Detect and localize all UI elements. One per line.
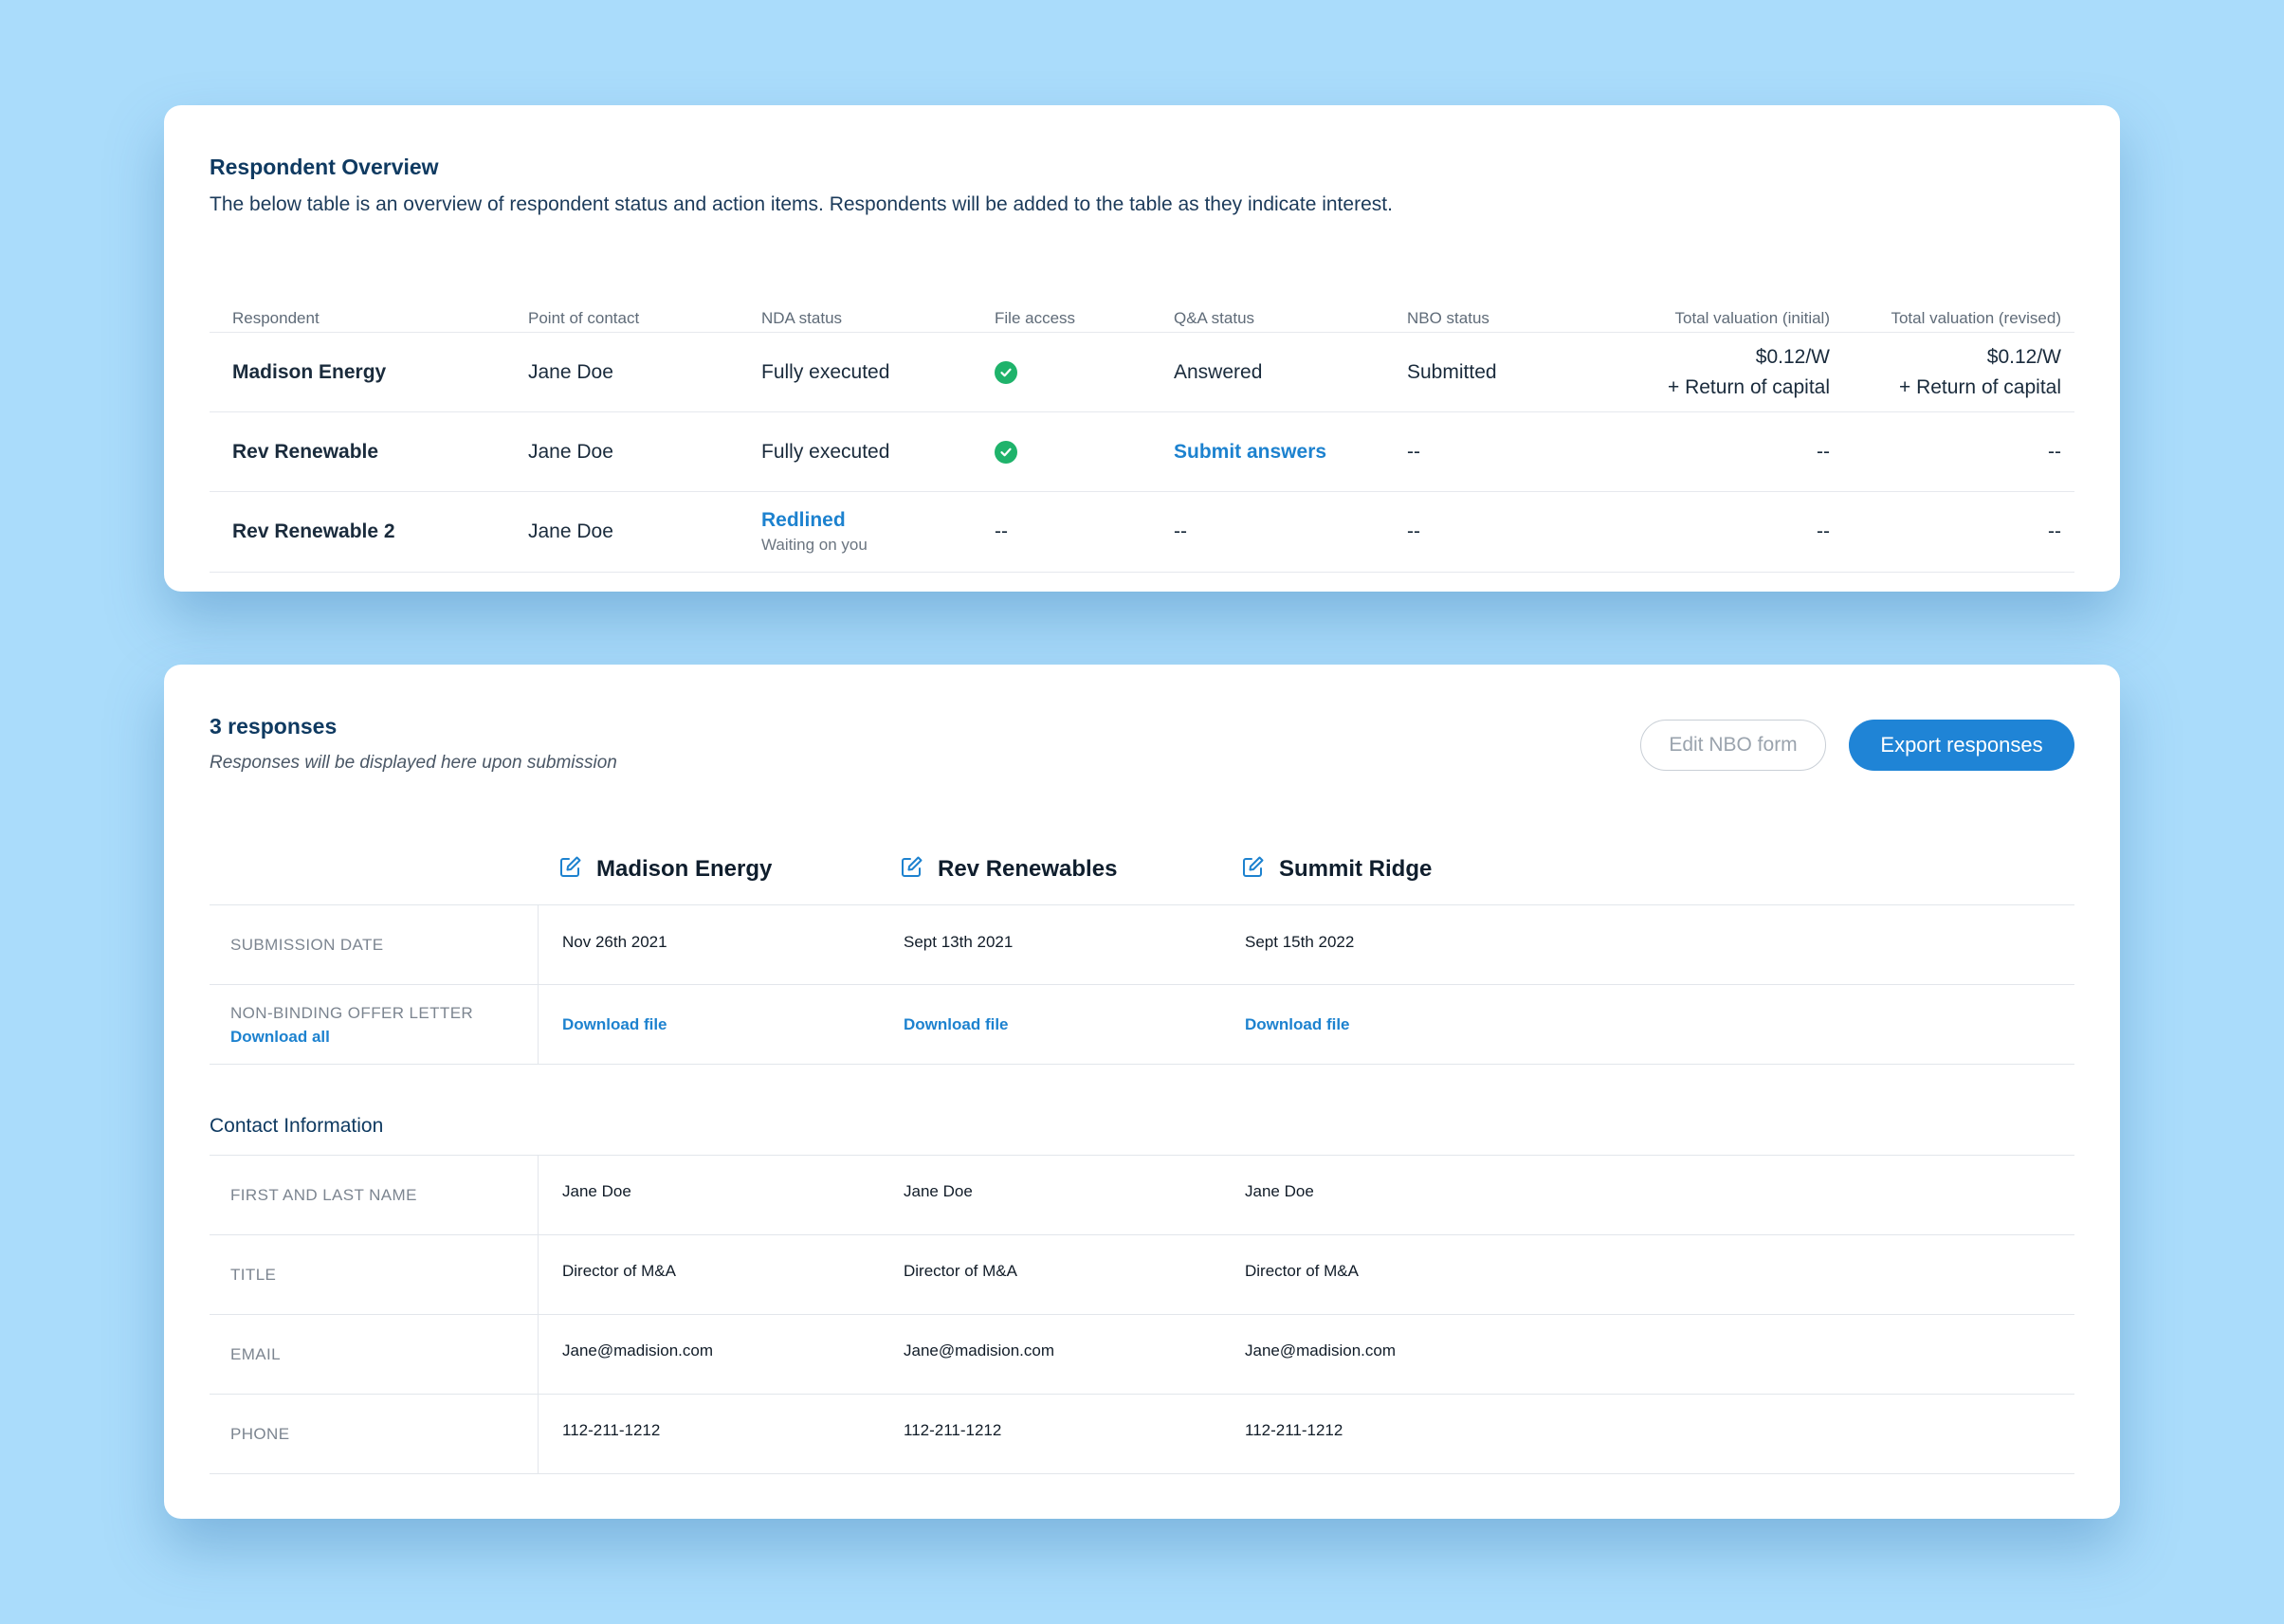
divider [210, 1473, 2074, 1474]
table-row[interactable]: Madison Energy Jane Doe Fully executed A… [210, 332, 2074, 412]
point-of-contact: Jane Doe [528, 441, 613, 463]
column-header-nda: NDA status [761, 309, 843, 327]
contact-name: Jane Doe [1245, 1182, 1314, 1200]
download-file-link[interactable]: Download file [1245, 1015, 1350, 1033]
respondent-name: Madison Energy [232, 361, 387, 383]
column-header-contact: Point of contact [528, 309, 640, 327]
export-responses-button[interactable]: Export responses [1849, 720, 2074, 771]
column-header-valuation-initial: Total valuation (initial) [1674, 309, 1830, 327]
divider [210, 1234, 2074, 1235]
file-access: -- [995, 520, 1008, 542]
divider [538, 904, 539, 1064]
contact-phone: 112-211-1212 [562, 1421, 661, 1439]
submission-date: Sept 13th 2021 [904, 933, 1014, 951]
valuation-revised: $0.12/W + Return of capital [1899, 333, 2061, 412]
submission-date-label: SUBMISSION DATE [230, 936, 384, 954]
divider [210, 984, 2074, 985]
responses-title: 3 responses [210, 714, 338, 739]
company-header-madison[interactable]: Madison Energy [558, 850, 772, 888]
column-header-nbo: NBO status [1407, 309, 1489, 327]
submit-answers-link[interactable]: Submit answers [1174, 441, 1327, 463]
contact-email: Jane@madision.com [562, 1341, 713, 1359]
column-header-file-access: File access [995, 309, 1076, 327]
table-row[interactable]: Rev Renewable 2 Jane Doe Redlined Waitin… [210, 491, 2074, 573]
email-label: EMAIL [230, 1345, 282, 1363]
nda-substatus: Waiting on you [761, 536, 868, 554]
nda-status: Fully executed [761, 441, 890, 463]
point-of-contact: Jane Doe [528, 520, 613, 542]
contact-title: Director of M&A [562, 1262, 676, 1280]
nbo-status: -- [1407, 441, 1420, 463]
company-name: Madison Energy [596, 856, 773, 882]
download-all-link[interactable]: Download all [230, 1028, 330, 1046]
column-header-respondent: Respondent [232, 309, 320, 327]
title-label: TITLE [230, 1266, 277, 1284]
responses-subtitle: Responses will be displayed here upon su… [210, 753, 617, 773]
valuation-revised: -- [2048, 520, 2061, 542]
contact-title: Director of M&A [904, 1262, 1017, 1280]
name-label: FIRST AND LAST NAME [230, 1186, 417, 1204]
valuation-initial: $0.12/W + Return of capital [1668, 333, 1830, 412]
contact-email: Jane@madision.com [904, 1341, 1054, 1359]
edit-icon[interactable] [1241, 854, 1279, 885]
company-name: Rev Renewables [938, 856, 1118, 882]
nbo-status: Submitted [1407, 361, 1497, 383]
valuation-amount: $0.12/W [1755, 346, 1830, 368]
column-header-valuation-revised: Total valuation (revised) [1891, 309, 2061, 327]
overview-description: The below table is an overview of respon… [210, 193, 1393, 215]
contact-information-heading: Contact Information [210, 1115, 384, 1137]
overview-title: Respondent Overview [210, 155, 439, 179]
divider [210, 1394, 2074, 1395]
valuation-note: + Return of capital [1667, 376, 1830, 398]
offer-letter-label: NON-BINDING OFFER LETTER [230, 1004, 474, 1022]
contact-name: Jane Doe [562, 1182, 631, 1200]
edit-nbo-form-button[interactable]: Edit NBO form [1640, 720, 1826, 771]
contact-email: Jane@madision.com [1245, 1341, 1396, 1359]
divider [210, 1314, 2074, 1315]
responses-card: 3 responses Responses will be displayed … [164, 665, 2120, 1519]
phone-label: PHONE [230, 1425, 290, 1443]
respondent-overview-card: Respondent Overview The below table is a… [164, 105, 2120, 592]
table-row[interactable]: Rev Renewable Jane Doe Fully executed Su… [210, 411, 2074, 492]
divider [210, 904, 2074, 905]
divider [538, 1155, 539, 1473]
submission-date: Sept 15th 2022 [1245, 933, 1355, 951]
nbo-status: -- [1407, 520, 1420, 542]
company-header-summit-ridge[interactable]: Summit Ridge [1241, 850, 1432, 888]
respondent-name: Rev Renewable [232, 441, 379, 463]
qa-status: -- [1174, 520, 1187, 542]
contact-phone: 112-211-1212 [904, 1421, 1002, 1439]
overview-table-header: Respondent Point of contact NDA status F… [210, 300, 2074, 338]
valuation-revised: -- [2048, 441, 2061, 463]
qa-status: Answered [1174, 361, 1263, 383]
redlined-link[interactable]: Redlined [761, 509, 846, 531]
valuation-amount: $0.12/W [1986, 346, 2061, 368]
edit-icon[interactable] [900, 854, 938, 885]
contact-name: Jane Doe [904, 1182, 973, 1200]
edit-icon[interactable] [558, 854, 596, 885]
contact-phone: 112-211-1212 [1245, 1421, 1343, 1439]
valuation-initial: -- [1817, 441, 1830, 463]
company-name: Summit Ridge [1279, 856, 1433, 882]
column-header-qa: Q&A status [1174, 309, 1255, 327]
valuation-note: + Return of capital [1898, 376, 2061, 398]
valuation-initial: -- [1817, 520, 1830, 542]
download-file-link[interactable]: Download file [904, 1015, 1009, 1033]
check-circle-icon [995, 441, 1017, 464]
divider [210, 1064, 2074, 1065]
check-circle-icon [995, 361, 1017, 384]
submission-date: Nov 26th 2021 [562, 933, 667, 951]
point-of-contact: Jane Doe [528, 361, 613, 383]
nda-status: Fully executed [761, 361, 890, 383]
divider [210, 1155, 2074, 1156]
contact-title: Director of M&A [1245, 1262, 1359, 1280]
respondent-name: Rev Renewable 2 [232, 520, 395, 542]
company-header-rev-renewables[interactable]: Rev Renewables [900, 850, 1117, 888]
download-file-link[interactable]: Download file [562, 1015, 667, 1033]
